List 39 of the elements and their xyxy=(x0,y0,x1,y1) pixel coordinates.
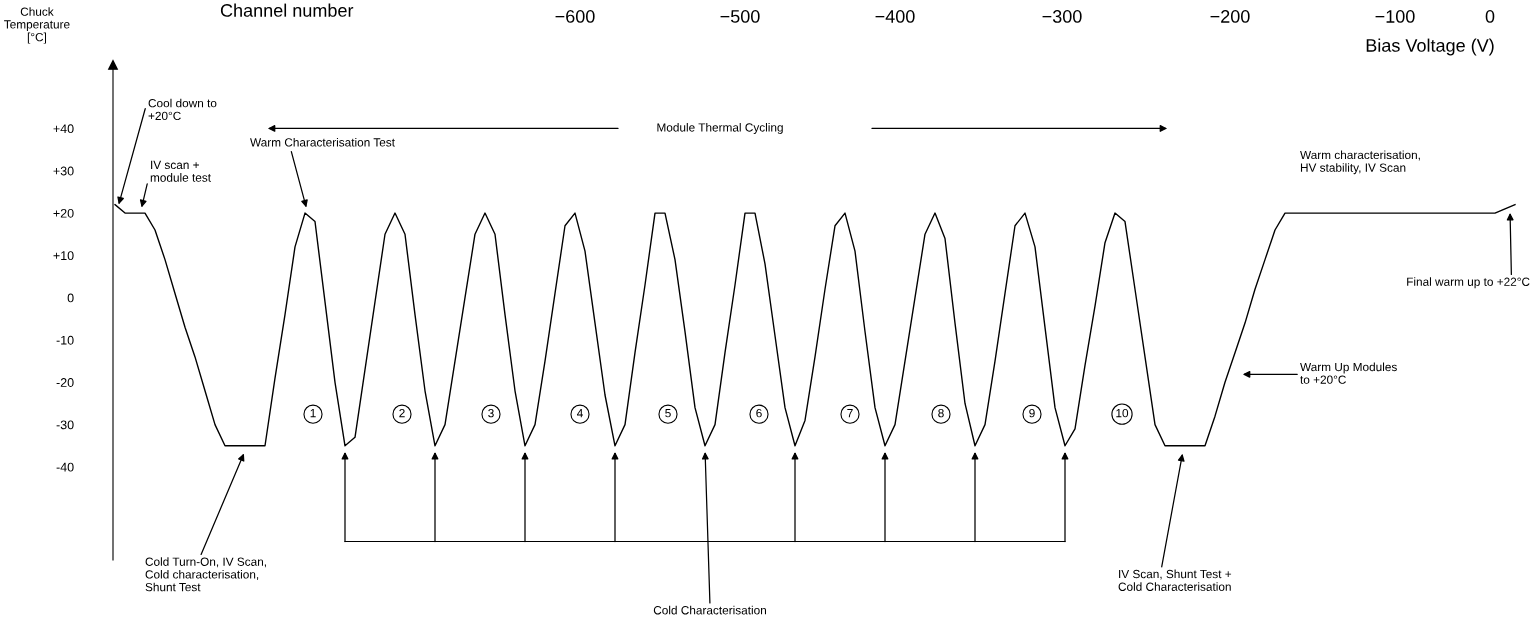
text: Bias Voltage (V) xyxy=(1366,38,1494,56)
text: −500 xyxy=(720,10,760,23)
annotation: Module Thermal Cycling xyxy=(657,122,783,134)
annotation: 7 xyxy=(847,409,853,418)
text: Cold Characterisation xyxy=(653,605,766,615)
annotation: 10 xyxy=(1116,408,1129,418)
y-tick-label: +30 xyxy=(53,166,74,176)
text: Channel number xyxy=(220,3,354,17)
text: −400 xyxy=(875,10,915,23)
annotation: Warm Characterisation Test xyxy=(250,137,395,147)
annotation: Cool down to +20°C xyxy=(148,98,217,121)
text: −300 xyxy=(1042,10,1082,23)
y-tick-label: -20 xyxy=(56,378,74,387)
text: −600 xyxy=(555,10,595,23)
y-tick-label: -40 xyxy=(56,462,74,472)
y-tick-label: 0 xyxy=(67,293,74,303)
annotation: 8 xyxy=(938,408,944,418)
annotation: 5 xyxy=(665,409,671,418)
y-tick-label: -30 xyxy=(56,420,74,430)
annotation: Final warm up to +22°C xyxy=(1407,277,1530,289)
annotation: 3 xyxy=(488,408,494,418)
annotation: Warm Up Modules to +20°C xyxy=(1300,362,1397,384)
annotation: Warm characterisation, HV stability, IV Scan xyxy=(1300,150,1420,175)
annotation: 2 xyxy=(399,408,405,418)
annotation: 4 xyxy=(576,409,583,418)
y-tick-label: -10 xyxy=(56,335,74,345)
text: IV Scan, Shunt Test + Cold Characterisation xyxy=(1118,569,1232,591)
text: 0 xyxy=(1485,10,1495,23)
annotation: 6 xyxy=(756,408,762,418)
annotation: IV scan + module test xyxy=(150,160,211,182)
y-tick-label: +10 xyxy=(53,251,74,261)
annotation: Cold Turn-On, IV Scan, Cold characterisation, Shunt Test xyxy=(145,557,266,592)
text: −100 xyxy=(1375,10,1415,23)
y-tick-label: +20 xyxy=(53,208,74,218)
y-tick-label: +40 xyxy=(53,124,74,134)
annotation: 9 xyxy=(1029,408,1035,418)
annotation: 1 xyxy=(310,409,316,418)
y-axis-title: Chuck Temperature [°C] xyxy=(4,7,70,44)
text: −200 xyxy=(1210,10,1250,23)
